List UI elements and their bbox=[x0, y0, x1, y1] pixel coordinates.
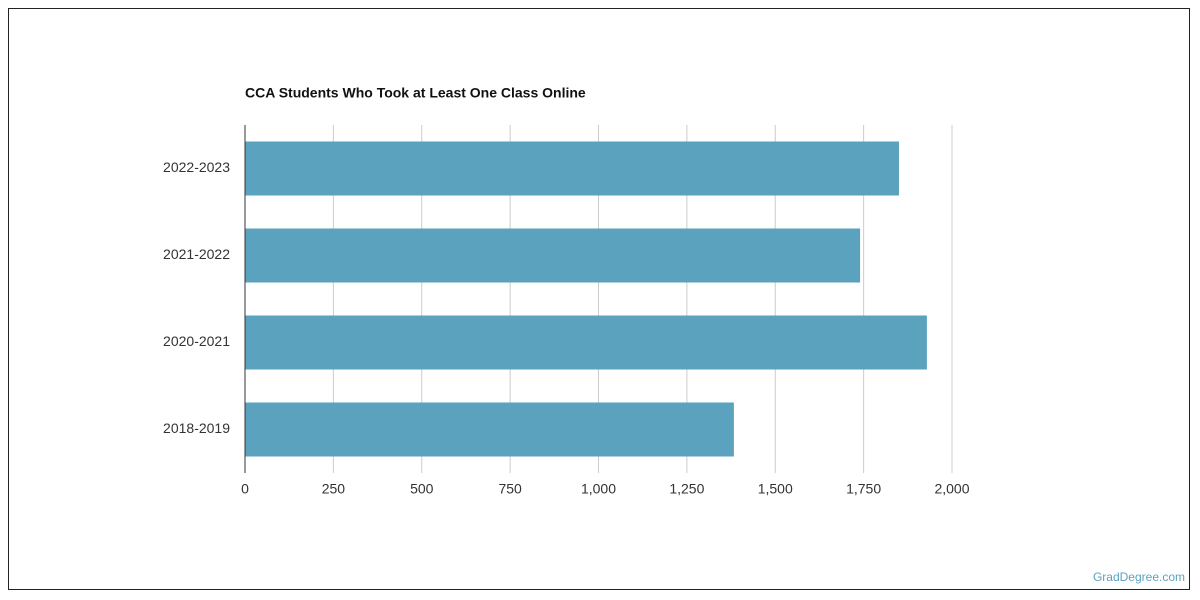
x-tick-label: 1,750 bbox=[846, 481, 881, 497]
frame bbox=[8, 8, 1190, 590]
y-tick-label: 2018-2019 bbox=[163, 420, 230, 436]
x-tick-label: 1,500 bbox=[758, 481, 793, 497]
x-tick-label: 1,250 bbox=[669, 481, 704, 497]
x-tick-label: 0 bbox=[241, 481, 249, 497]
credit[interactable]: GradDegree.com bbox=[1093, 570, 1185, 584]
bar bbox=[245, 315, 927, 370]
x-tick-label: 1,000 bbox=[581, 481, 616, 497]
bar bbox=[245, 141, 899, 196]
x-tick-label: 2,000 bbox=[934, 481, 969, 497]
y-tick-label: 2020-2021 bbox=[163, 333, 230, 349]
x-tick-label: 500 bbox=[410, 481, 434, 497]
chart-title: CCA Students Who Took at Least One Class… bbox=[245, 85, 586, 101]
bar bbox=[245, 228, 861, 283]
x-tick-label: 750 bbox=[498, 481, 522, 497]
bar bbox=[245, 402, 734, 457]
y-tick-label: 2021-2022 bbox=[163, 246, 230, 262]
y-tick-label: 2022-2023 bbox=[163, 159, 230, 175]
x-tick-label: 250 bbox=[322, 481, 346, 497]
